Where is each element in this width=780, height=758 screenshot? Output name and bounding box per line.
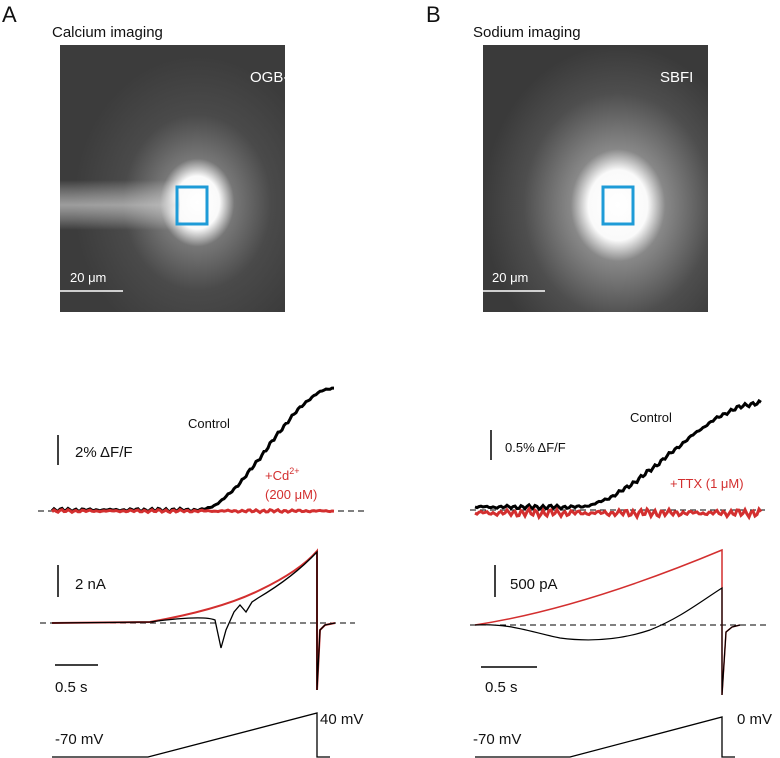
voltage-protocol: [475, 716, 735, 758]
roi: [601, 185, 635, 226]
treatment-trace: [51, 507, 335, 515]
panel-label: B: [426, 2, 441, 27]
roi: [175, 185, 209, 226]
trace-label: Control: [630, 410, 672, 425]
voltage-start: -70 mV: [55, 731, 103, 748]
voltage-end: 0 mV: [737, 711, 772, 728]
micrograph: [60, 45, 285, 312]
voltage-end: 40 mV: [320, 711, 363, 728]
micrograph: [483, 45, 708, 312]
image-scale-label: 20 μm: [492, 270, 528, 285]
axon: [60, 180, 180, 230]
time-scale-label: 0.5 s: [55, 679, 88, 696]
scale-label: 0.5% ΔF/F: [505, 440, 566, 455]
voltage-start: -70 mV: [473, 731, 521, 748]
trace-label: Control: [188, 416, 230, 431]
control-current: [51, 550, 336, 691]
current-scale-label: 500 pA: [510, 576, 558, 593]
dye-label: SBFI: [660, 69, 693, 86]
image-scale-label: 20 μm: [70, 270, 106, 285]
treatment-current: [51, 548, 336, 691]
panel-label: A: [2, 2, 17, 27]
treatment-label: +TTX (1 μM): [670, 476, 744, 491]
panel-title: Sodium imaging: [473, 24, 581, 41]
treatment-trace: [474, 505, 763, 521]
voltage-protocol: [52, 712, 330, 758]
treatment-conc: (200 μM): [265, 487, 317, 502]
control-trace: [474, 398, 762, 512]
current-scale-label: 2 nA: [75, 576, 106, 593]
scale-label: 2% ΔF/F: [75, 444, 133, 461]
dye-label: OGB-1: [250, 69, 297, 86]
treatment-superscript: 2+: [289, 466, 299, 476]
panel-title: Calcium imaging: [52, 24, 163, 41]
treatment-label: +Cd2+: [265, 466, 299, 483]
control-current: [474, 586, 741, 696]
treatment-text: +Cd: [265, 468, 289, 483]
time-scale-label: 0.5 s: [485, 679, 518, 696]
treatment-current: [474, 548, 741, 696]
